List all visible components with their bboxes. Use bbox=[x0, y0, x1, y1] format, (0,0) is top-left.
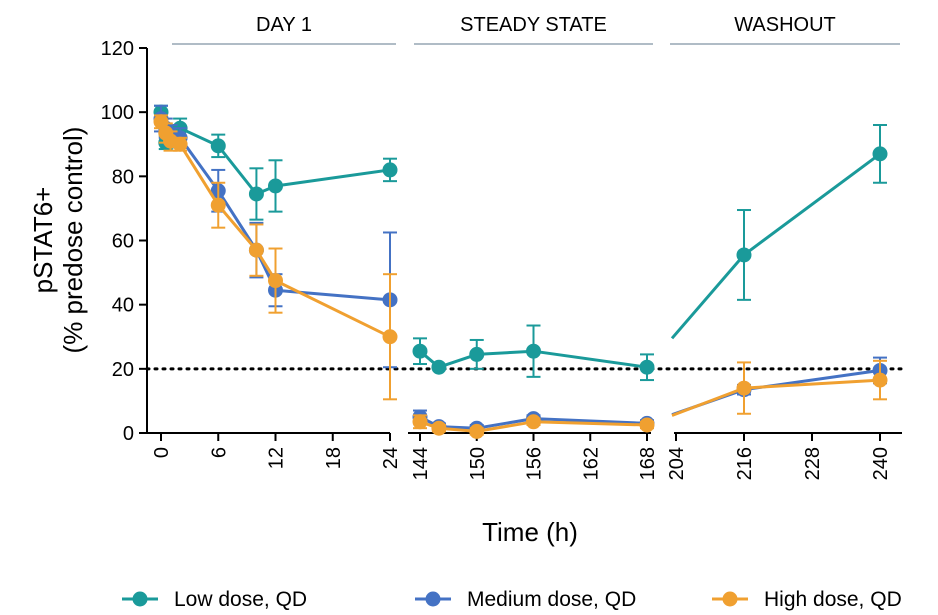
data-point bbox=[382, 162, 398, 178]
panel-title: STEADY STATE bbox=[460, 14, 607, 36]
y-tick-label: 120 bbox=[101, 38, 134, 60]
x-tick-label: 228 bbox=[802, 447, 824, 480]
data-point bbox=[872, 146, 888, 162]
x-tick-label: 12 bbox=[266, 447, 288, 469]
x-tick-label: 24 bbox=[380, 447, 402, 469]
data-point bbox=[172, 136, 188, 152]
x-tick-label: 144 bbox=[410, 447, 432, 480]
data-point bbox=[382, 329, 398, 345]
legend-label: Medium dose, QD bbox=[467, 588, 636, 611]
data-point bbox=[153, 114, 169, 130]
legend-item-1: Low dose, QD bbox=[122, 588, 307, 611]
data-point bbox=[431, 359, 447, 375]
series-line bbox=[671, 368, 881, 417]
data-point bbox=[639, 359, 655, 375]
x-tick-label: 204 bbox=[666, 447, 688, 480]
legend-label: High dose, QD bbox=[764, 588, 902, 611]
data-point bbox=[268, 178, 283, 194]
legend: Low dose, QD Medium dose, QD High dose, QD bbox=[122, 588, 902, 611]
x-tick-label: 156 bbox=[524, 447, 546, 480]
legend-item-2: Medium dose, QD bbox=[415, 588, 636, 611]
legend-marker bbox=[132, 591, 148, 607]
data-point bbox=[469, 346, 485, 362]
x-tick-label: 0 bbox=[151, 447, 173, 458]
legend-label: Low dose, QD bbox=[174, 588, 307, 611]
data-point bbox=[469, 423, 485, 439]
series-layer bbox=[153, 104, 888, 439]
data-point bbox=[248, 242, 264, 258]
panel-title: DAY 1 bbox=[256, 14, 312, 36]
y-tick-label: 100 bbox=[101, 102, 134, 124]
series-line bbox=[671, 378, 881, 417]
legend-marker bbox=[722, 591, 738, 607]
y-axis-label: pSTAT6+ bbox=[28, 187, 58, 294]
y-axis-label-line2: (% predose control) bbox=[58, 127, 88, 354]
data-point bbox=[872, 372, 888, 388]
series-1 bbox=[153, 104, 888, 382]
y-tick-label: 60 bbox=[112, 231, 134, 253]
legend-marker bbox=[425, 591, 441, 607]
series-3 bbox=[153, 114, 888, 439]
data-point bbox=[412, 343, 428, 359]
data-point bbox=[431, 420, 447, 436]
y-tick-label: 80 bbox=[112, 166, 134, 188]
x-tick-label: 6 bbox=[208, 447, 230, 458]
x-tick-label: 216 bbox=[734, 447, 756, 480]
series-line bbox=[670, 152, 881, 340]
y-tick-label: 0 bbox=[123, 423, 134, 445]
data-point bbox=[736, 380, 752, 396]
x-tick-label: 162 bbox=[580, 447, 602, 480]
data-point bbox=[268, 273, 283, 289]
data-point bbox=[248, 186, 264, 202]
y-tick-label: 20 bbox=[112, 359, 134, 381]
x-tick-label: 150 bbox=[467, 447, 489, 480]
x-tick-label: 240 bbox=[870, 447, 892, 480]
data-point bbox=[210, 138, 226, 154]
panel-title: WASHOUT bbox=[734, 14, 835, 36]
data-point bbox=[736, 247, 752, 263]
legend-item-3: High dose, QD bbox=[712, 588, 902, 611]
data-point bbox=[526, 414, 541, 430]
x-tick-label: 168 bbox=[637, 447, 659, 480]
x-tick-label: 18 bbox=[323, 447, 345, 469]
data-point bbox=[210, 197, 226, 213]
data-point bbox=[639, 417, 655, 433]
x-axis-label: Time (h) bbox=[482, 517, 578, 547]
y-tick-label: 40 bbox=[112, 295, 134, 317]
data-point bbox=[526, 343, 541, 359]
data-point bbox=[412, 414, 428, 430]
